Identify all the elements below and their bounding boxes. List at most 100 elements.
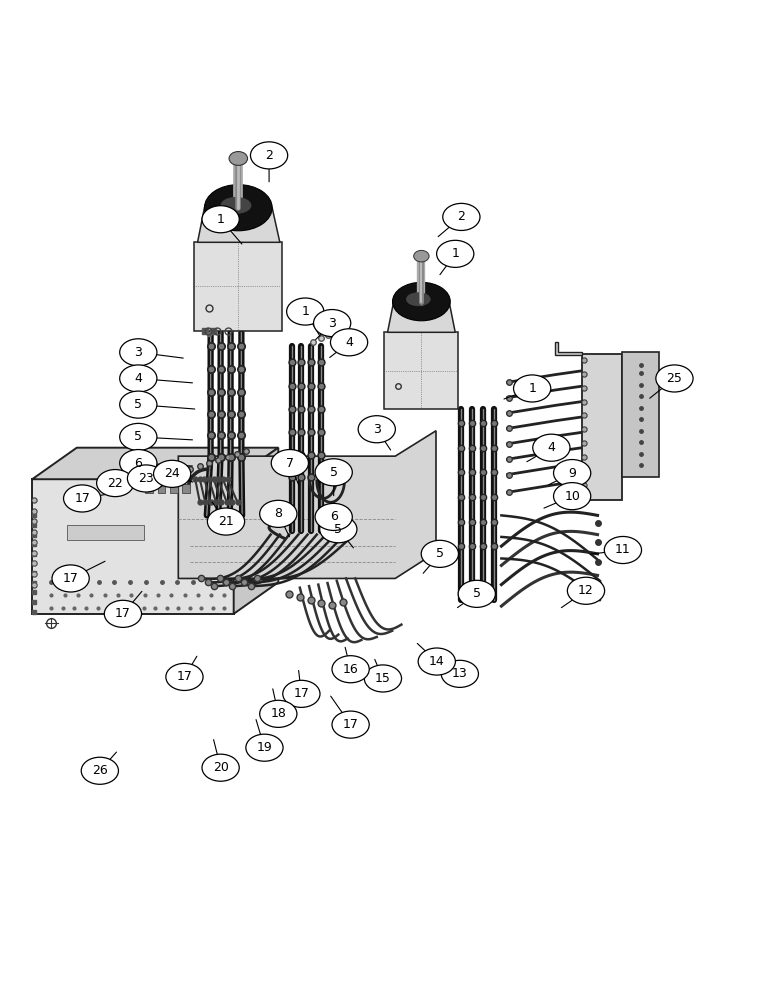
Text: 8: 8 (274, 507, 283, 520)
Ellipse shape (63, 485, 101, 512)
Text: 5: 5 (134, 398, 142, 411)
Ellipse shape (656, 365, 693, 392)
Ellipse shape (205, 185, 273, 231)
Bar (582, 354, 622, 500)
Text: 2: 2 (265, 149, 273, 162)
Ellipse shape (271, 450, 309, 477)
Ellipse shape (513, 375, 550, 402)
Ellipse shape (96, 470, 134, 497)
Ellipse shape (332, 656, 369, 683)
Bar (622, 352, 659, 477)
Text: 17: 17 (63, 572, 79, 585)
Text: 6: 6 (330, 510, 337, 523)
Ellipse shape (120, 450, 157, 477)
Ellipse shape (315, 459, 352, 486)
Text: 17: 17 (74, 492, 90, 505)
Text: 5: 5 (436, 547, 444, 560)
Ellipse shape (202, 206, 239, 233)
Text: 10: 10 (564, 490, 580, 503)
Ellipse shape (120, 423, 157, 450)
Text: 4: 4 (134, 372, 142, 385)
Ellipse shape (202, 754, 239, 781)
Text: 5: 5 (134, 430, 142, 443)
Ellipse shape (166, 663, 203, 690)
Text: 19: 19 (256, 741, 273, 754)
Ellipse shape (259, 500, 297, 527)
Ellipse shape (52, 565, 90, 592)
Text: 20: 20 (212, 761, 229, 774)
Text: 1: 1 (301, 305, 309, 318)
Ellipse shape (533, 434, 570, 461)
Ellipse shape (229, 152, 248, 165)
Ellipse shape (250, 142, 288, 169)
Text: 5: 5 (472, 587, 481, 600)
Text: 17: 17 (293, 687, 310, 700)
Text: 14: 14 (429, 655, 445, 668)
Ellipse shape (330, 329, 367, 356)
Ellipse shape (154, 460, 191, 487)
Text: 25: 25 (666, 372, 682, 385)
Polygon shape (32, 448, 279, 479)
Text: 5: 5 (334, 523, 342, 536)
Text: 12: 12 (578, 584, 594, 597)
Text: 21: 21 (218, 515, 234, 528)
Text: 1: 1 (452, 247, 459, 260)
Text: 11: 11 (615, 543, 631, 556)
Text: 5: 5 (330, 466, 337, 479)
Polygon shape (388, 302, 455, 332)
Bar (170, 484, 178, 493)
Text: 16: 16 (343, 663, 358, 676)
Ellipse shape (554, 460, 591, 487)
Text: 22: 22 (107, 477, 123, 490)
Text: 9: 9 (568, 467, 576, 480)
Text: 1: 1 (217, 213, 225, 226)
Text: 17: 17 (343, 718, 358, 731)
Ellipse shape (208, 508, 245, 535)
Polygon shape (234, 448, 279, 614)
Bar (182, 484, 190, 493)
Text: 26: 26 (92, 764, 108, 777)
Ellipse shape (245, 734, 283, 761)
Bar (194, 242, 282, 331)
Ellipse shape (81, 757, 118, 784)
Ellipse shape (120, 365, 157, 392)
Text: 17: 17 (115, 607, 131, 620)
Bar (384, 332, 458, 409)
Ellipse shape (604, 536, 642, 564)
Text: 13: 13 (452, 667, 468, 680)
Ellipse shape (443, 203, 480, 230)
Bar (66, 525, 144, 540)
Ellipse shape (320, 516, 357, 543)
Bar (157, 484, 165, 493)
Ellipse shape (120, 391, 157, 418)
Ellipse shape (437, 240, 474, 267)
Ellipse shape (406, 292, 431, 306)
Text: 23: 23 (138, 472, 154, 485)
Ellipse shape (221, 197, 252, 214)
Text: 4: 4 (547, 441, 555, 454)
Ellipse shape (286, 298, 323, 325)
Ellipse shape (418, 648, 455, 675)
Text: 4: 4 (345, 336, 353, 349)
Bar (32, 479, 234, 614)
Ellipse shape (332, 711, 369, 738)
Ellipse shape (364, 665, 401, 692)
Text: 3: 3 (373, 423, 381, 436)
Ellipse shape (313, 310, 350, 337)
Ellipse shape (315, 503, 352, 530)
Bar (145, 484, 153, 493)
Ellipse shape (259, 700, 297, 727)
Polygon shape (555, 342, 582, 355)
Ellipse shape (392, 282, 450, 321)
Text: 24: 24 (164, 467, 180, 480)
Text: 15: 15 (375, 672, 391, 685)
Ellipse shape (554, 483, 591, 510)
Text: 18: 18 (270, 707, 286, 720)
Ellipse shape (567, 577, 604, 604)
Ellipse shape (458, 580, 496, 607)
Text: 7: 7 (286, 457, 294, 470)
Ellipse shape (414, 250, 429, 262)
Text: 3: 3 (134, 346, 142, 359)
Polygon shape (178, 431, 436, 578)
Polygon shape (198, 208, 279, 242)
